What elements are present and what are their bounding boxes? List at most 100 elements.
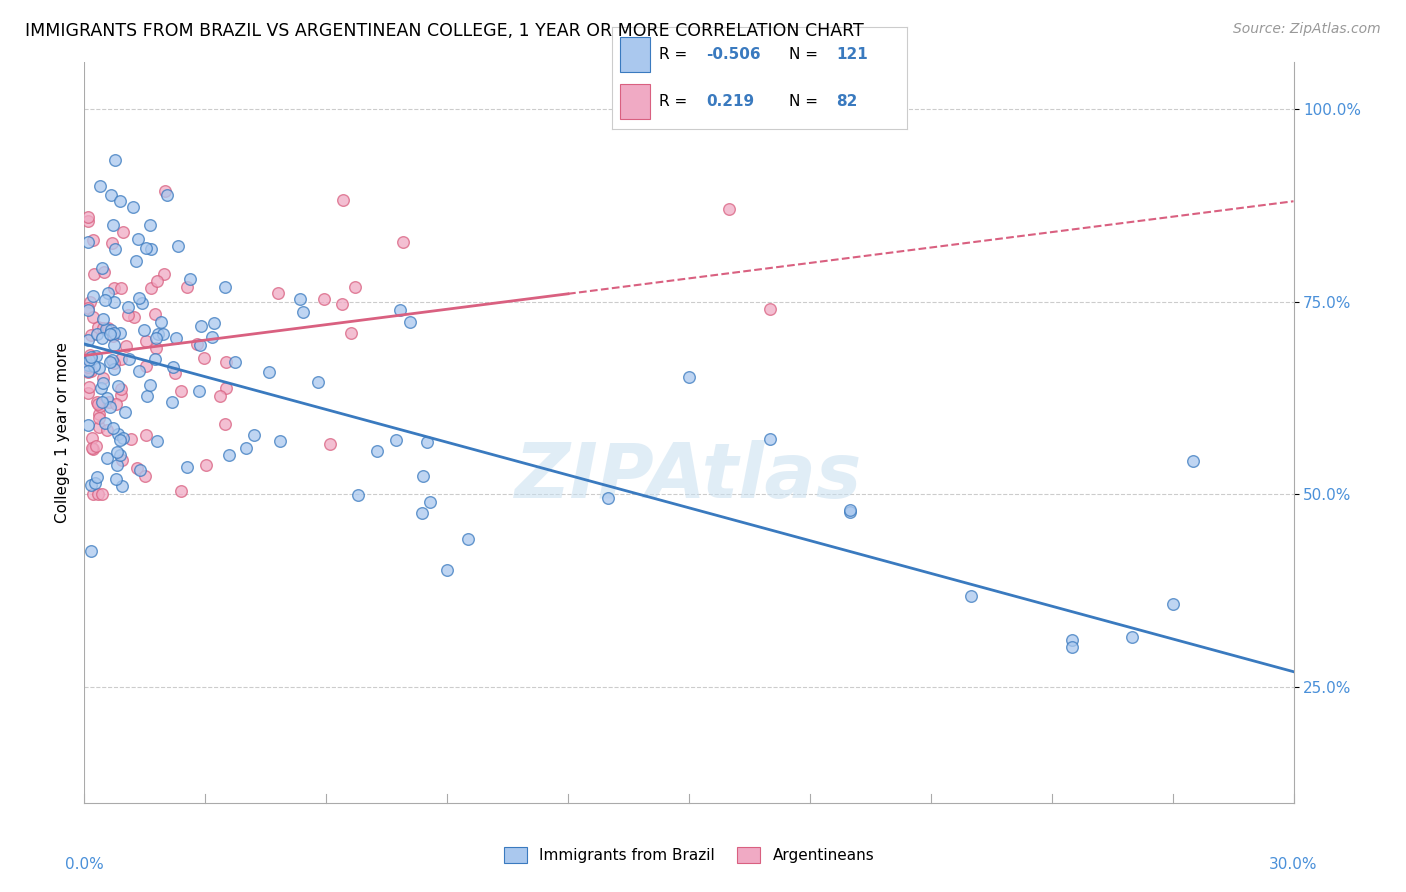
Point xyxy=(176,279,198,293)
Point xyxy=(103,337,125,351)
Point xyxy=(91,320,114,334)
Point xyxy=(290,292,312,306)
Point xyxy=(385,433,408,447)
Point xyxy=(135,428,157,442)
Bar xyxy=(620,84,650,119)
Point xyxy=(170,384,193,399)
Point xyxy=(86,439,108,453)
Point xyxy=(111,431,134,445)
Point xyxy=(214,280,236,294)
Point xyxy=(139,378,162,392)
Point xyxy=(80,442,103,456)
Point xyxy=(110,382,132,396)
Point xyxy=(1060,640,1083,654)
Point xyxy=(960,590,983,604)
Point xyxy=(103,329,125,343)
Point xyxy=(141,242,163,256)
Point xyxy=(77,386,100,401)
Point xyxy=(111,479,134,493)
Point xyxy=(257,366,280,380)
Point xyxy=(87,487,110,501)
Point xyxy=(214,417,236,431)
Point xyxy=(91,371,114,385)
Point xyxy=(86,470,108,484)
Point xyxy=(82,431,104,445)
Point xyxy=(77,418,100,433)
Point xyxy=(91,376,114,390)
Text: 82: 82 xyxy=(837,95,858,109)
Point xyxy=(170,483,193,498)
Point xyxy=(209,389,232,403)
Point xyxy=(129,462,152,476)
Point xyxy=(91,394,114,409)
Text: IMMIGRANTS FROM BRAZIL VS ARGENTINEAN COLLEGE, 1 YEAR OR MORE CORRELATION CHART: IMMIGRANTS FROM BRAZIL VS ARGENTINEAN CO… xyxy=(25,22,865,40)
Text: ZIPAtlas: ZIPAtlas xyxy=(515,440,863,514)
Point xyxy=(291,305,314,319)
Point xyxy=(97,395,120,409)
Point xyxy=(96,321,118,335)
Point xyxy=(77,353,100,368)
Point xyxy=(103,218,125,232)
Point xyxy=(139,281,162,295)
Point xyxy=(83,359,105,374)
Point xyxy=(98,401,121,415)
Point xyxy=(120,432,142,446)
Point xyxy=(176,460,198,475)
Point xyxy=(77,366,100,380)
Point xyxy=(187,384,209,398)
Point xyxy=(125,253,148,268)
Point xyxy=(110,281,132,295)
Point xyxy=(165,331,187,345)
Point xyxy=(1181,454,1204,468)
Point xyxy=(77,214,100,228)
Point xyxy=(145,342,167,356)
Point xyxy=(179,272,201,286)
Point xyxy=(77,364,100,378)
Point xyxy=(598,491,620,505)
Point xyxy=(110,326,132,340)
Point xyxy=(101,421,124,435)
Point xyxy=(98,327,121,342)
Point xyxy=(100,187,122,202)
Point xyxy=(1060,633,1083,648)
Point xyxy=(411,506,433,520)
Point xyxy=(319,437,342,451)
Point xyxy=(243,428,266,442)
Point xyxy=(86,394,108,409)
Point xyxy=(135,359,157,373)
Point xyxy=(103,281,125,295)
Point xyxy=(218,449,240,463)
Point xyxy=(235,441,257,455)
Point xyxy=(80,350,103,364)
Point xyxy=(91,312,114,326)
Point xyxy=(89,400,111,414)
Point xyxy=(127,460,149,475)
Point xyxy=(87,407,110,421)
Point xyxy=(84,349,107,363)
Point xyxy=(111,452,134,467)
Point xyxy=(127,232,149,246)
Point xyxy=(392,235,415,250)
Point xyxy=(90,331,112,345)
Point xyxy=(347,488,370,502)
Point xyxy=(131,296,153,310)
Point xyxy=(269,434,291,448)
Point xyxy=(186,337,208,351)
Point xyxy=(93,293,115,307)
Point xyxy=(366,444,388,458)
Point xyxy=(77,302,100,317)
Y-axis label: College, 1 year or more: College, 1 year or more xyxy=(55,343,70,523)
Point xyxy=(82,310,104,324)
Text: N =: N = xyxy=(789,47,823,62)
Point xyxy=(84,475,107,490)
Point xyxy=(103,362,125,376)
Point xyxy=(190,318,212,333)
Point xyxy=(138,218,160,232)
Point xyxy=(146,434,169,449)
Point xyxy=(135,334,157,348)
Point xyxy=(107,378,129,392)
Text: 121: 121 xyxy=(837,47,868,62)
Point xyxy=(332,193,354,207)
Point xyxy=(86,327,108,342)
Point xyxy=(107,426,129,441)
